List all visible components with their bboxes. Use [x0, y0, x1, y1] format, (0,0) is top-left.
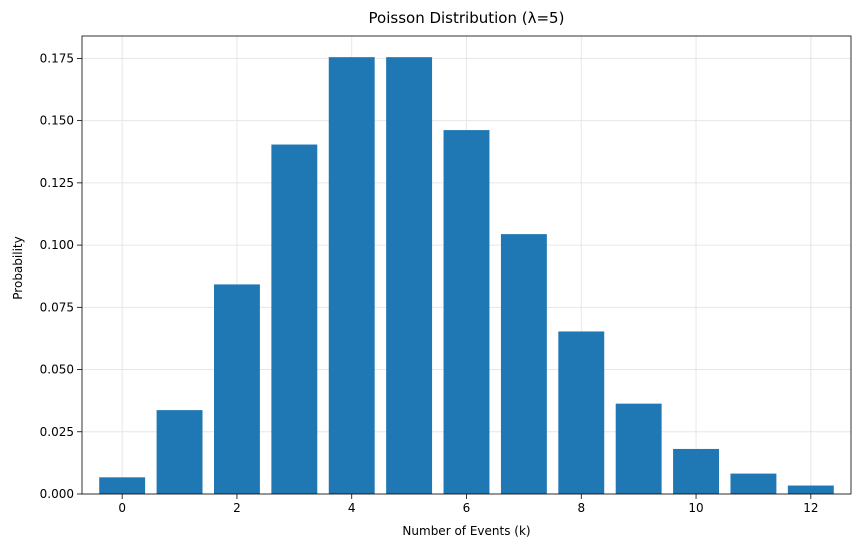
- y-tick-label: 0.125: [40, 176, 74, 190]
- y-tick-label: 0.050: [40, 363, 74, 377]
- y-tick-label: 0.000: [40, 487, 74, 501]
- bar-k-5: [386, 57, 433, 495]
- bar-k-0: [99, 477, 146, 494]
- bars-layer: [99, 57, 834, 495]
- y-tick-label: 0.025: [40, 425, 74, 439]
- bar-k-12: [787, 485, 834, 494]
- bar-k-1: [156, 410, 203, 494]
- ticks-layer: 0 2 4 6 8 10 12 0.000 0.025 0.050 0.075 0.100 0.125 0…: [40, 51, 819, 515]
- bar-k-9: [615, 403, 662, 494]
- y-tick-label: 0.075: [40, 300, 74, 314]
- bar-k-6: [443, 130, 490, 495]
- x-tick-label: 10: [688, 501, 703, 515]
- chart-title: Poisson Distribution (λ=5): [369, 9, 565, 27]
- x-axis-label: Number of Events (k): [402, 524, 530, 538]
- bar-k-2: [213, 284, 260, 494]
- bar-k-4: [328, 57, 375, 495]
- x-tick-label: 12: [803, 501, 818, 515]
- y-tick-label: 0.175: [40, 51, 74, 65]
- bar-k-3: [271, 144, 318, 494]
- bar-k-11: [730, 473, 777, 494]
- x-tick-label: 4: [348, 501, 356, 515]
- y-tick-label: 0.150: [40, 114, 74, 128]
- x-tick-label: 0: [118, 501, 126, 515]
- bar-k-8: [558, 331, 605, 494]
- x-tick-label: 8: [577, 501, 585, 515]
- x-tick-label: 2: [233, 501, 241, 515]
- y-tick-label: 0.100: [40, 238, 74, 252]
- bar-k-10: [673, 448, 720, 494]
- bar-k-7: [500, 234, 547, 495]
- x-tick-label: 6: [463, 501, 471, 515]
- y-axis-label: Probability: [11, 236, 25, 299]
